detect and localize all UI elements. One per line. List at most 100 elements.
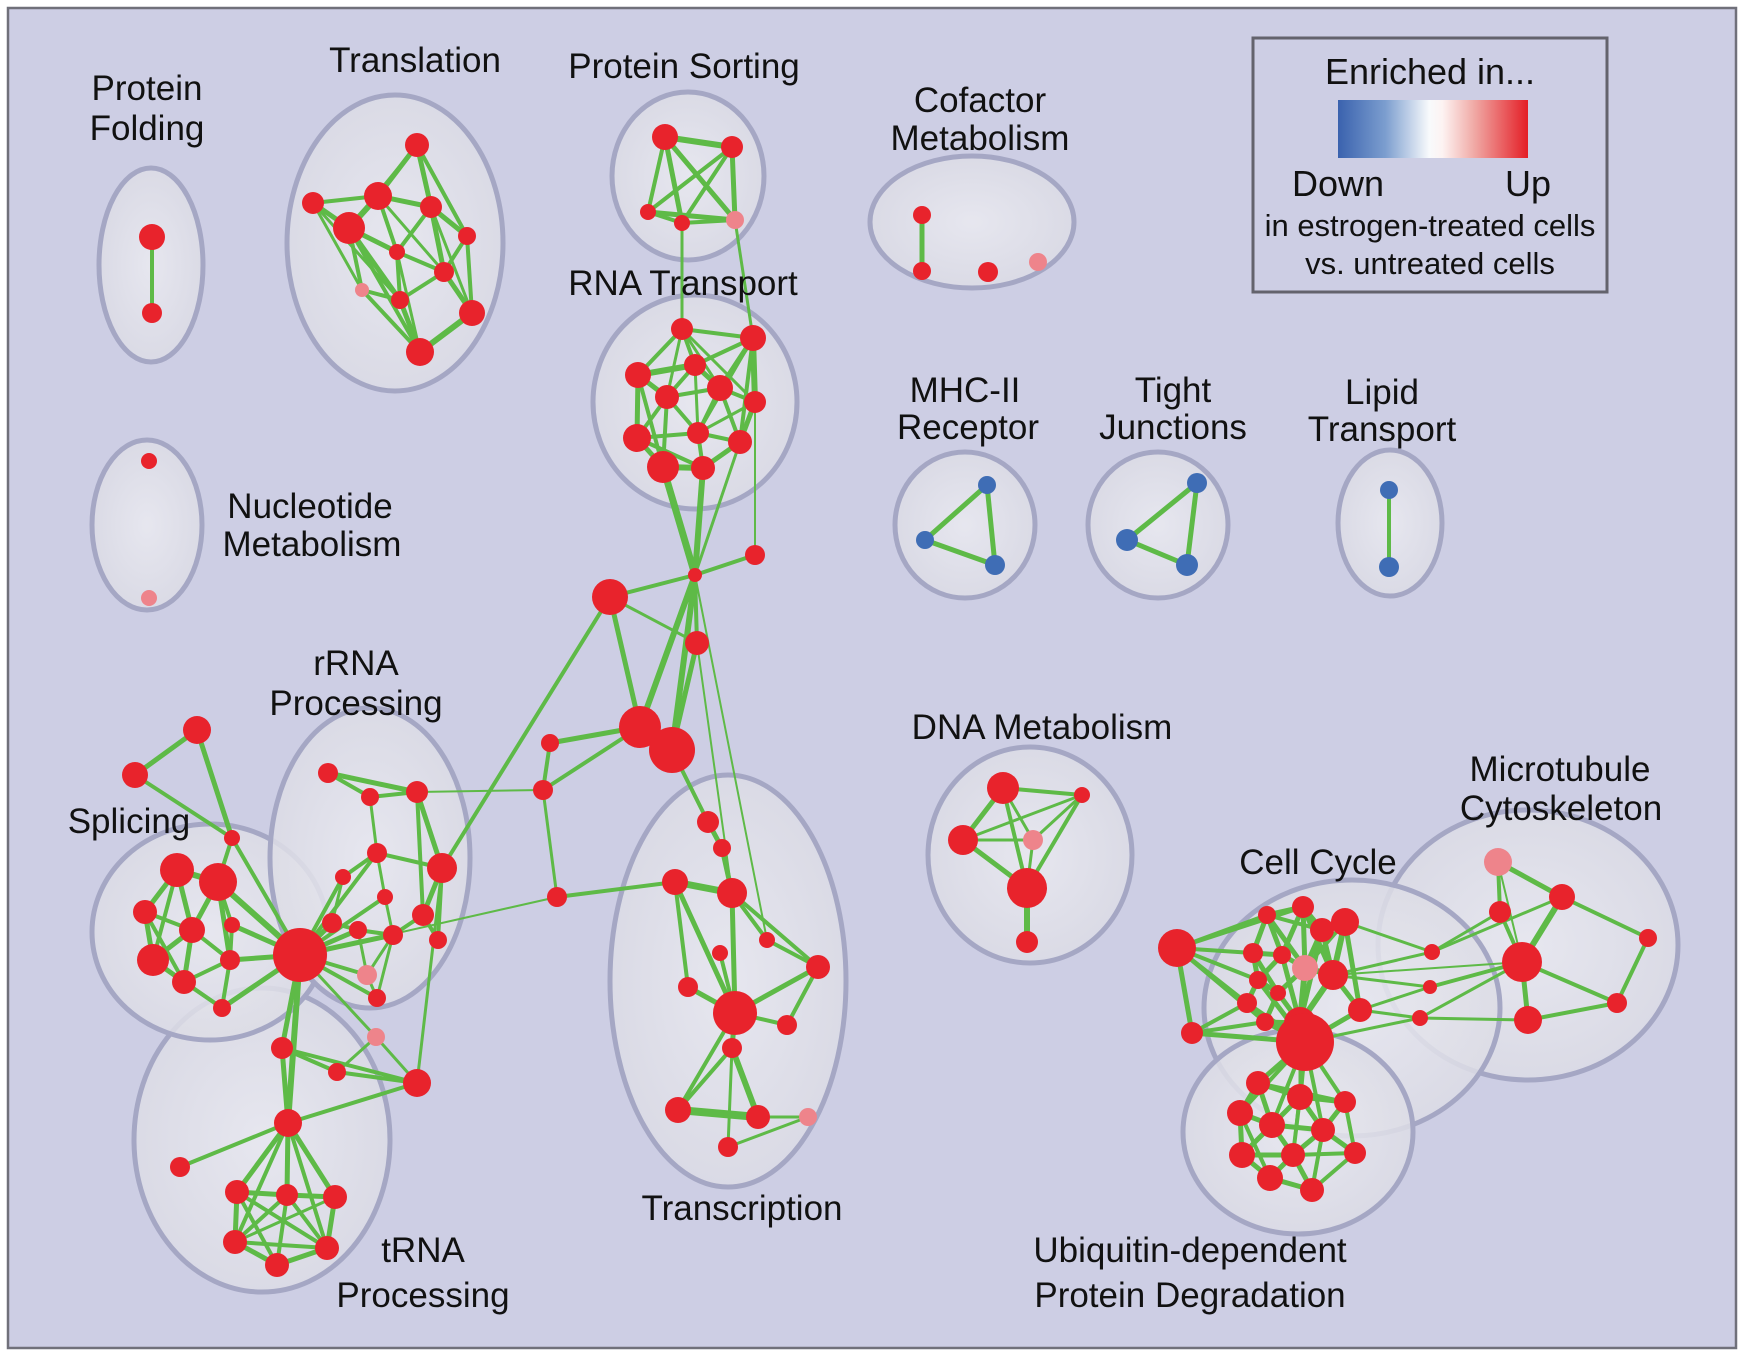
network-node-up bbox=[160, 853, 194, 887]
network-node-up bbox=[1287, 1084, 1313, 1110]
network-edge bbox=[280, 1046, 419, 1085]
network-node-up bbox=[459, 300, 485, 326]
network-node-up bbox=[361, 788, 379, 806]
network-node-up bbox=[913, 262, 931, 280]
network-node-up-weak bbox=[141, 590, 157, 606]
network-node-up bbox=[685, 631, 709, 655]
network-node-up bbox=[1502, 942, 1542, 982]
cluster-label-trna-processing: tRNA bbox=[381, 1231, 465, 1270]
network-edge bbox=[1342, 919, 1363, 1013]
network-node-up bbox=[1292, 896, 1314, 918]
network-node-up bbox=[183, 716, 211, 744]
network-node-up bbox=[199, 863, 237, 901]
network-node-up bbox=[328, 1063, 346, 1081]
network-node-up bbox=[746, 1105, 770, 1129]
legend-down-label: Down bbox=[1292, 163, 1384, 204]
cluster-ellipse-tight-junctions bbox=[1085, 449, 1231, 601]
network-edge bbox=[659, 463, 699, 579]
network-node-up bbox=[592, 579, 628, 615]
network-node-up bbox=[687, 422, 709, 444]
network-edge bbox=[662, 134, 738, 223]
network-edge bbox=[984, 482, 998, 568]
network-edge bbox=[235, 1190, 279, 1267]
network-node-down bbox=[1116, 529, 1138, 551]
cluster-ellipse-nucleotide-metabolism bbox=[89, 437, 205, 613]
network-edge bbox=[415, 790, 425, 917]
network-node-up bbox=[224, 830, 240, 846]
cluster-label-microtubule-cytoskeleton: Cytoskeleton bbox=[1460, 789, 1662, 828]
network-edge bbox=[1124, 480, 1200, 543]
network-edge bbox=[726, 1115, 810, 1149]
network-edge bbox=[1184, 480, 1200, 568]
network-node-up bbox=[349, 921, 367, 939]
network-node-up bbox=[224, 917, 240, 933]
network-node-up bbox=[213, 999, 231, 1017]
network-edge bbox=[286, 1081, 419, 1125]
network-node-up bbox=[777, 1015, 797, 1035]
network-node-up bbox=[1424, 944, 1440, 960]
network-node-down bbox=[978, 476, 996, 494]
network-node-up-weak bbox=[355, 283, 369, 297]
network-edge bbox=[360, 288, 422, 354]
network-node-up bbox=[744, 391, 766, 413]
network-edge bbox=[555, 880, 677, 899]
network-edge bbox=[607, 594, 643, 730]
network-node-up bbox=[122, 762, 148, 788]
network-edge bbox=[1430, 895, 1564, 954]
network-node-up bbox=[1016, 931, 1038, 953]
network-edge bbox=[1615, 936, 1650, 1005]
network-edge bbox=[1430, 910, 1502, 954]
network-edge bbox=[311, 201, 364, 292]
network-node-down bbox=[1187, 473, 1207, 493]
network-node-up bbox=[271, 1037, 293, 1059]
network-node-up bbox=[274, 1109, 302, 1137]
network-edge bbox=[693, 363, 700, 435]
network-edge bbox=[415, 143, 469, 238]
network-node-up bbox=[427, 853, 457, 883]
network-edge bbox=[672, 879, 738, 1016]
legend-gradient-bar bbox=[1338, 100, 1528, 158]
network-edge bbox=[693, 440, 742, 577]
network-node-up bbox=[1259, 1112, 1285, 1138]
legend-caption-line2: vs. untreated cells bbox=[1305, 246, 1555, 281]
network-node-up bbox=[625, 362, 651, 388]
network-edge bbox=[428, 204, 447, 275]
network-node-up bbox=[717, 878, 747, 908]
network-node-up bbox=[759, 932, 775, 948]
network-node-up bbox=[458, 227, 476, 245]
network-node-up bbox=[170, 1157, 190, 1177]
cluster-label-mhc-ii-receptor: Receptor bbox=[897, 408, 1039, 447]
network-edge bbox=[415, 866, 444, 1085]
network-node-up bbox=[806, 955, 830, 979]
network-node-up bbox=[1423, 980, 1437, 994]
network-node-up bbox=[133, 900, 157, 924]
network-node-up-weak bbox=[367, 1028, 385, 1046]
network-edge bbox=[680, 145, 734, 225]
network-node-up bbox=[619, 706, 661, 748]
legend-box bbox=[1251, 36, 1609, 294]
network-node-up bbox=[684, 354, 706, 376]
network-node-up bbox=[674, 215, 690, 231]
network-node-up bbox=[688, 568, 702, 582]
network-node-up bbox=[273, 928, 327, 982]
network-node-up bbox=[1514, 1006, 1542, 1034]
network-node-up bbox=[712, 945, 728, 961]
network-node-down bbox=[1380, 481, 1398, 499]
network-node-up bbox=[1489, 901, 1511, 923]
network-node-up bbox=[691, 456, 715, 480]
network-edge bbox=[233, 1121, 290, 1244]
network-node-up-weak bbox=[1292, 955, 1318, 981]
network-node-up bbox=[913, 206, 931, 224]
network-node-up bbox=[1229, 1142, 1255, 1168]
cluster-label-ubiquitin-degradation: Protein Degradation bbox=[1034, 1276, 1345, 1315]
network-node-up bbox=[649, 727, 695, 773]
network-node-down bbox=[1379, 557, 1399, 577]
network-node-up bbox=[391, 291, 409, 309]
cluster-label-splicing: Splicing bbox=[68, 802, 191, 841]
network-edge bbox=[645, 209, 738, 223]
network-node-up bbox=[1158, 929, 1196, 967]
network-edge bbox=[416, 789, 544, 793]
network-node-up bbox=[223, 1230, 247, 1254]
network-edge bbox=[680, 327, 757, 404]
